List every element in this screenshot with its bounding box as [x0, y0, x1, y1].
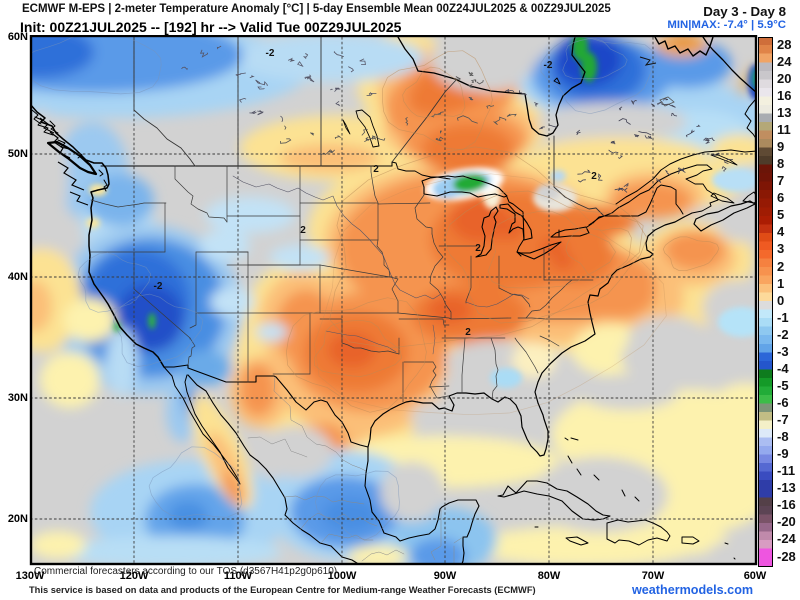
svg-text:2: 2	[591, 171, 597, 182]
svg-text:-2: -2	[154, 281, 163, 292]
svg-text:-2: -2	[544, 60, 553, 71]
svg-text:2: 2	[475, 243, 481, 254]
svg-text:2: 2	[465, 327, 471, 338]
svg-text:-2: -2	[266, 48, 275, 59]
svg-text:2: 2	[300, 225, 306, 236]
svg-text:2: 2	[373, 164, 379, 175]
